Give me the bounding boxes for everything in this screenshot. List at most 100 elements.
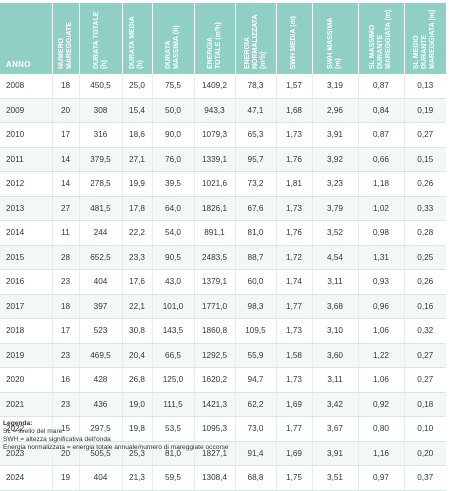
table-cell: 1,77 xyxy=(275,416,312,442)
table-cell: 481,5 xyxy=(78,196,122,221)
table-cell: 1,76 xyxy=(275,147,312,172)
table-cell: 0,16 xyxy=(403,294,446,319)
table-cell: 15 xyxy=(51,416,79,442)
column-header-label: SWH MEDIA (m) xyxy=(290,15,297,69)
column-header-label: ENERGIA TOTALE (m²h) xyxy=(206,22,222,69)
table-cell: 1,02 xyxy=(357,196,404,221)
table-cell: 66,5 xyxy=(151,343,194,368)
table-cell: 65,3 xyxy=(234,122,276,148)
table-cell: 1,18 xyxy=(357,171,404,197)
table-cell: 404 xyxy=(78,465,122,491)
table-cell: 1,75 xyxy=(275,465,312,491)
table-cell: 20,4 xyxy=(121,343,152,368)
table-row: 2010 17 316 18,6 90,0 1079,3 65,3 1,73 3,91 0,87 0… xyxy=(0,122,446,148)
table-cell: 101,0 xyxy=(151,294,194,319)
table-cell: 3,67 xyxy=(311,416,358,442)
table-cell: 0,28 xyxy=(403,220,446,246)
table-cell: 3,42 xyxy=(311,392,358,417)
table-cell: 20 xyxy=(51,98,79,123)
table-cell: 0,13 xyxy=(403,74,446,99)
table-cell: 0,10 xyxy=(403,416,446,442)
table-cell: 1,06 xyxy=(357,318,404,344)
column-header-label: ENERGIA NORMALIZZATA (m²h) xyxy=(243,14,267,69)
table-cell: 23 xyxy=(51,269,79,295)
table-cell: 0,96 xyxy=(357,294,404,319)
table-cell: 14 xyxy=(51,171,79,197)
year-cell: 2019 xyxy=(0,343,52,368)
table-cell: 4,54 xyxy=(311,245,358,270)
table-cell: 22,1 xyxy=(121,294,152,319)
table-cell: 1339,1 xyxy=(193,147,235,172)
table-row: 2016 23 404 17,6 43,0 1379,1 60,0 1,74 3,11 0,93 0… xyxy=(0,269,446,295)
table-cell: 91,4 xyxy=(234,441,276,466)
legend-line: SWH = altezza significativa dell'onda xyxy=(3,436,111,443)
column-header-label: NUMERO MAREGGIATE xyxy=(57,22,73,69)
table-cell: 0,97 xyxy=(357,465,404,491)
table-cell: 59,5 xyxy=(151,465,194,491)
table-cell: 17,8 xyxy=(121,196,152,221)
table-cell: 95,7 xyxy=(234,147,276,172)
table-row: 2012 14 278,5 19,9 39,5 1021,6 73,2 1,81 3,23 1,1… xyxy=(0,171,446,197)
table-cell: 22,2 xyxy=(121,220,152,246)
table-cell: 1,74 xyxy=(275,269,312,295)
table-cell: 62,2 xyxy=(234,392,276,417)
table-cell: 1,73 xyxy=(275,318,312,344)
table-cell: 297,5 xyxy=(78,416,122,442)
year-cell: 2020 xyxy=(0,367,52,393)
table-cell: 1,31 xyxy=(357,245,404,270)
table-cell: 18 xyxy=(51,74,79,99)
year-cell: 2009 xyxy=(0,98,52,123)
table-cell: 11 xyxy=(51,220,79,246)
table-cell: 1379,1 xyxy=(193,269,235,295)
table-cell: 81,0 xyxy=(234,220,276,246)
table-cell: 0,25 xyxy=(403,245,446,270)
table-row: 2017 18 397 22,1 101,0 1771,0 98,3 1,77 3,68 0,96… xyxy=(0,294,446,319)
table-cell: 3,23 xyxy=(311,171,358,197)
table-cell: 55,9 xyxy=(234,343,276,368)
table-cell: 1,73 xyxy=(275,122,312,148)
table-cell: 3,91 xyxy=(311,441,358,466)
table-cell: 1860,8 xyxy=(193,318,235,344)
table-cell: 1,69 xyxy=(275,441,312,466)
storm-statistics-table: ANNO NUMERO MAREGGIATE DURATA TOTALE (h) DU… xyxy=(0,3,446,491)
table-cell: 109,5 xyxy=(234,318,276,344)
column-header: SL MEDIO DURANTE MAREGGIATA (m) xyxy=(403,3,446,74)
table-cell: 3,79 xyxy=(311,196,358,221)
table-cell: 50,0 xyxy=(151,98,194,123)
table-cell: 3,91 xyxy=(311,122,358,148)
table-cell: 17 xyxy=(51,318,79,344)
table-cell: 0,27 xyxy=(403,343,446,368)
table-row: 2021 23 436 19,0 111,5 1421,3 62,2 1,69 3,42 0,92… xyxy=(0,392,446,417)
table-cell: 1,22 xyxy=(357,343,404,368)
table-cell: 76,0 xyxy=(151,147,194,172)
table-cell: 1,57 xyxy=(275,74,312,99)
table-cell: 75,5 xyxy=(151,74,194,99)
table-cell: 0,93 xyxy=(357,269,404,295)
table-row: 2014 11 244 22,2 54,0 891,1 81,0 1,76 3,52 0,98 0,… xyxy=(0,220,446,246)
table-cell: 0,80 xyxy=(357,416,404,442)
table-cell: 15,4 xyxy=(121,98,152,123)
column-header-label: DURATA TOTALE (h) xyxy=(92,11,108,69)
year-cell: 2021 xyxy=(0,392,52,417)
table-cell: 3,19 xyxy=(311,74,358,99)
table-cell: 53,5 xyxy=(151,416,194,442)
table-cell: 1771,0 xyxy=(193,294,235,319)
column-header: SL MASSIMO DURANTE MAREGGIATA (m) xyxy=(357,3,404,74)
table-cell: 1095,3 xyxy=(193,416,235,442)
column-header-label: DURATA MEDIA (h) xyxy=(129,16,144,70)
table-cell: 88,7 xyxy=(234,245,276,270)
table-cell: 43,0 xyxy=(151,269,194,295)
table-cell: 19 xyxy=(51,465,79,491)
table-cell: 90,5 xyxy=(151,245,194,270)
table-cell: 23 xyxy=(51,392,79,417)
legend-title: Legenda: xyxy=(3,420,33,427)
table-header: ANNO NUMERO MAREGGIATE DURATA TOTALE (h) DU… xyxy=(0,3,446,74)
table-row: 2024 19 404 21,3 59,5 1308,4 68,8 1,75 3,51 0,97 0… xyxy=(0,465,446,491)
year-cell: 2012 xyxy=(0,171,52,197)
year-cell: 2018 xyxy=(0,318,52,344)
table-cell: 308 xyxy=(78,98,122,123)
table-cell: 1,73 xyxy=(275,367,312,393)
table-cell: 18 xyxy=(51,294,79,319)
table-cell: 1,68 xyxy=(275,98,312,123)
table-cell: 428 xyxy=(78,367,122,393)
